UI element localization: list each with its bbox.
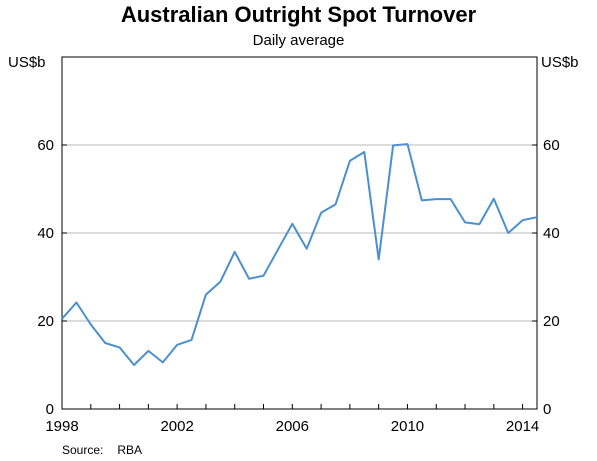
y-tick-label-right-0: 0 (543, 401, 551, 418)
y-tick-label-right-20: 20 (543, 313, 560, 330)
x-tick-label-1998: 1998 (45, 418, 78, 435)
y-axis-unit-right: US$b (541, 54, 579, 71)
source-note: Source: RBA (62, 443, 142, 457)
chart-subtitle: Daily average (252, 32, 345, 49)
y-tick-label-left-60: 60 (37, 137, 54, 154)
x-tick-label-2006: 2006 (276, 418, 309, 435)
y-tick-label-right-60: 60 (543, 137, 560, 154)
source-label: Source: (62, 443, 104, 457)
x-tick-label-2014: 2014 (506, 418, 539, 435)
chart-title: Australian Outright Spot Turnover (120, 2, 477, 27)
series-line-0 (61, 143, 538, 366)
y-tick-label-left-40: 40 (37, 225, 54, 242)
source-value: RBA (117, 443, 143, 457)
y-tick-label-left-20: 20 (37, 313, 54, 330)
x-tick-label-2002: 2002 (160, 418, 193, 435)
y-axis-unit-left: US$b (8, 54, 46, 71)
y-tick-label-left-0: 0 (46, 401, 54, 418)
x-tick-label-2010: 2010 (391, 418, 424, 435)
y-tick-label-right-40: 40 (543, 225, 560, 242)
